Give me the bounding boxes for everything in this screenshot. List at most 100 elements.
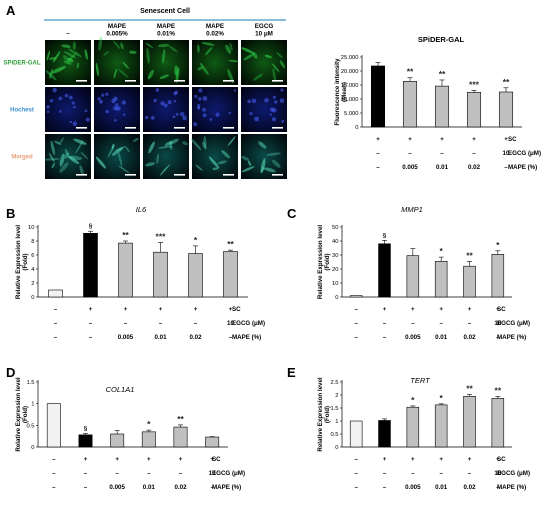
bar bbox=[491, 254, 505, 298]
condition-cell: – bbox=[54, 334, 58, 341]
panel-e-letter: E bbox=[287, 365, 296, 380]
condition-cell: + bbox=[439, 306, 443, 313]
condition-cell: 0.005 bbox=[405, 334, 421, 341]
y-tick-label: 2 bbox=[335, 393, 338, 399]
bar bbox=[173, 426, 188, 448]
bar bbox=[498, 91, 514, 128]
significance-label: § bbox=[84, 426, 88, 433]
micrograph-tile bbox=[190, 134, 238, 179]
y-tick-label: 30 bbox=[332, 253, 338, 259]
y-axis-label: Relative Expression level(Fold) bbox=[15, 225, 29, 300]
condition-cell: – bbox=[115, 470, 119, 477]
condition-cell: – bbox=[411, 470, 415, 477]
chart-panel-c: MMP1 Relative Expression level(Fold) 0 10 20… bbox=[317, 205, 530, 341]
significance-label: ** bbox=[407, 67, 414, 77]
bar bbox=[78, 434, 93, 448]
column-labels: – MAPE 0.005% MAPE 0.01% MAPE 0.02% EGCG 10 μM bbox=[66, 23, 273, 38]
bar bbox=[141, 431, 156, 448]
y-tick-label: 10 bbox=[28, 225, 34, 231]
y-tick-label: 10 bbox=[332, 281, 338, 287]
condition-cell: – bbox=[159, 320, 163, 327]
condition-cell: – bbox=[89, 334, 93, 341]
bar bbox=[349, 295, 363, 298]
condition-cell: – bbox=[376, 150, 380, 157]
condition-cell: + bbox=[408, 136, 412, 143]
condition-cell: + bbox=[440, 136, 444, 143]
condition-cell: + bbox=[376, 136, 380, 143]
condition-label: MAPE (%) bbox=[497, 484, 526, 491]
condition-cell: – bbox=[354, 320, 358, 327]
significance-label: ** bbox=[495, 386, 502, 396]
condition-cell: + bbox=[468, 306, 472, 313]
micrograph-tile bbox=[143, 40, 189, 85]
chart-panel-d: COL1A1 Relative Expression level(Fold)0 0.… bbox=[15, 377, 245, 491]
condition-cell: – bbox=[84, 484, 88, 491]
condition-cell: – bbox=[411, 320, 415, 327]
condition-cell: 0.005 bbox=[118, 334, 134, 341]
significance-label: * bbox=[194, 235, 198, 245]
condition-cell: 0.005 bbox=[405, 484, 421, 491]
condition-cell: – bbox=[439, 320, 443, 327]
row-label: Merged bbox=[11, 155, 33, 161]
condition-cell: – bbox=[89, 320, 93, 327]
y-axis-label: Relative Expression level(Fold) bbox=[317, 225, 331, 300]
micrograph-tile bbox=[45, 40, 91, 85]
bar bbox=[378, 420, 391, 448]
condition-cell: – bbox=[54, 320, 58, 327]
condition-cell: 10 bbox=[494, 470, 501, 477]
condition-cell: 10 bbox=[503, 150, 510, 157]
y-tick-label: 1 bbox=[31, 402, 34, 408]
y-tick-label: 1.5 bbox=[26, 380, 34, 386]
micrograph-tiles bbox=[43, 36, 287, 179]
condition-cell: – bbox=[52, 470, 56, 477]
condition-cell: – bbox=[124, 320, 128, 327]
condition-label: SC bbox=[497, 456, 506, 463]
y-tick-label: 0 bbox=[335, 445, 338, 451]
condition-cell: 0.02 bbox=[463, 484, 476, 491]
condition-cell: + bbox=[84, 456, 88, 463]
condition-cell: + bbox=[383, 456, 387, 463]
bar bbox=[223, 251, 238, 298]
condition-cell: 0.01 bbox=[435, 334, 448, 341]
condition-cell: 0.02 bbox=[468, 164, 481, 171]
condition-cell: + bbox=[472, 136, 476, 143]
condition-cell: – bbox=[354, 334, 358, 341]
significance-label: ** bbox=[466, 383, 473, 393]
significance-label: § bbox=[383, 232, 387, 239]
bar bbox=[118, 242, 133, 298]
row-labels: SPiDER-GAL Hochest Merged bbox=[3, 61, 40, 161]
panel-a-letter: A bbox=[6, 3, 16, 18]
condition-cell: + bbox=[411, 456, 415, 463]
condition-cell: – bbox=[179, 470, 183, 477]
condition-cell: 0.02 bbox=[463, 334, 476, 341]
condition-cell: + bbox=[504, 136, 508, 143]
significance-label: ** bbox=[227, 239, 234, 249]
condition-cell: – bbox=[354, 306, 358, 313]
micrograph-tile bbox=[241, 40, 287, 85]
condition-cell: – bbox=[84, 470, 88, 477]
y-axis-label: Relative Expression level(Fold) bbox=[15, 377, 29, 452]
bar bbox=[349, 420, 363, 448]
significance-label: ** bbox=[439, 69, 446, 79]
significance-label: *** bbox=[469, 79, 480, 89]
y-tick-label: 20 bbox=[332, 267, 338, 273]
column-label: MAPE 0.02% bbox=[206, 23, 224, 38]
y-tick-label: 0.5 bbox=[26, 423, 34, 429]
bar bbox=[205, 436, 220, 448]
condition-cell: + bbox=[496, 456, 500, 463]
condition-cell: + bbox=[194, 306, 198, 313]
row-label: SPiDER-GAL bbox=[3, 61, 40, 67]
condition-cell: – bbox=[408, 150, 412, 157]
chart-panel-a: SPiDER-GAL Fluorescence intensity(Mean) 0 5… bbox=[334, 35, 541, 171]
bar bbox=[434, 260, 448, 298]
condition-cell: 0.01 bbox=[436, 164, 449, 171]
condition-cell: – bbox=[468, 320, 472, 327]
y-tick-label: 0 bbox=[335, 295, 338, 301]
bar bbox=[434, 404, 448, 448]
significance-label: * bbox=[496, 240, 500, 250]
column-label: MAPE 0.005% bbox=[106, 23, 128, 38]
bar bbox=[370, 65, 386, 128]
condition-cell: 0.01 bbox=[154, 334, 167, 341]
micrograph-tile bbox=[241, 134, 287, 179]
